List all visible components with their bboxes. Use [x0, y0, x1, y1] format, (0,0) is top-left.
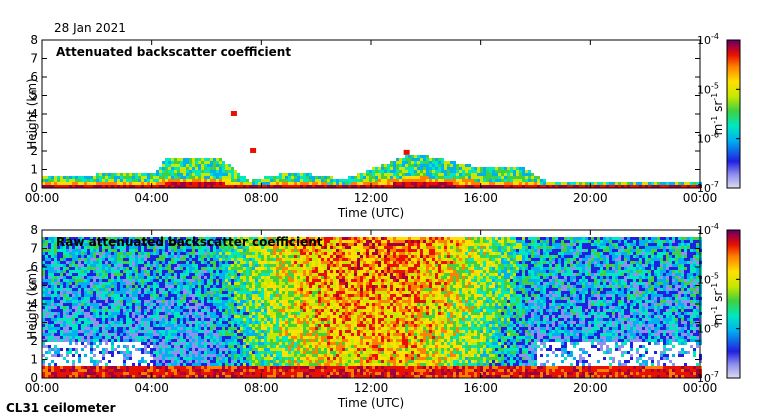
y-axis-label: Height (km)	[25, 78, 39, 149]
x-tick-label: 12:00	[354, 191, 389, 205]
date-label: 28 Jan 2021	[54, 21, 126, 35]
elevated-return	[403, 149, 410, 155]
colorbar-tick-label: 10-7	[697, 370, 719, 385]
y-tick-label: 8	[30, 33, 38, 47]
y-tick-label: 4	[30, 107, 38, 121]
x-axis-label: Time (UTC)	[337, 396, 404, 410]
y-tick-label: 7	[30, 242, 38, 256]
x-tick-label: 00:00	[25, 191, 60, 205]
y-tick-label: 4	[30, 297, 38, 311]
x-tick-label: 12:00	[354, 381, 389, 395]
y-tick-label: 2	[30, 144, 38, 158]
colorbar-gradient	[726, 229, 741, 379]
x-tick-label: 16:00	[463, 191, 498, 205]
colorbar: 10-4 10-5 10-6 10-7 m-1 sr-1	[697, 222, 741, 385]
panel-2: 0 1 2 3 4 5 6 7 8 00:00 04:00 08:00 12:00 16:00 20:00 0…	[25, 223, 718, 410]
y-tick-label: 5	[30, 279, 38, 293]
y-tick-label: 6	[30, 70, 38, 84]
instrument-label: CL31 ceilometer	[6, 401, 116, 415]
colorbar-gradient	[726, 39, 741, 189]
backscatter-field	[42, 111, 702, 188]
x-axis-label: Time (UTC)	[337, 206, 404, 220]
colorbar-unit: m-1 sr-1	[710, 93, 725, 136]
y-tick-label: 8	[30, 223, 38, 237]
colorbar-tick-label: 10-6	[697, 131, 719, 146]
x-tick-label: 20:00	[573, 381, 608, 395]
y-tick-label: 3	[30, 126, 38, 140]
colorbar-tick-label: 10-6	[697, 321, 719, 336]
backscatter-field	[42, 237, 702, 378]
panel-title: Raw attenuated backscatter coefficient	[56, 235, 323, 249]
colorbar-tick-label: 10-7	[697, 180, 719, 195]
x-tick-label: 08:00	[244, 381, 279, 395]
x-tick-label: 04:00	[134, 191, 169, 205]
x-tick-label: 00:00	[683, 191, 718, 205]
y-tick-label: 5	[30, 89, 38, 103]
y-tick-label: 2	[30, 334, 38, 348]
y-tick-label: 1	[30, 353, 38, 367]
y-tick-label: 0	[30, 181, 38, 195]
plot-area	[42, 40, 700, 188]
y-tick-label: 1	[30, 163, 38, 177]
colorbar: 10-4 10-5 10-6 10-7 m-1 sr-1	[697, 32, 741, 195]
elevated-return	[230, 111, 237, 116]
y-tick-label: 7	[30, 52, 38, 66]
x-tick-label: 08:00	[244, 191, 279, 205]
x-tick-label: 00:00	[683, 381, 718, 395]
colorbar-tick-label: 10-4	[697, 32, 719, 47]
colorbar-tick-label: 10-5	[697, 81, 719, 96]
x-tick-label: 04:00	[134, 381, 169, 395]
x-tick-label: 20:00	[573, 191, 608, 205]
colorbar-tick-label: 10-5	[697, 271, 719, 286]
colorbar-tick-label: 10-4	[697, 222, 719, 237]
elevated-return	[250, 148, 257, 153]
y-tick-label: 0	[30, 371, 38, 385]
y-tick-label: 6	[30, 260, 38, 274]
colorbar-unit: m-1 sr-1	[710, 283, 725, 326]
x-tick-label: 16:00	[463, 381, 498, 395]
x-tick-label: 00:00	[25, 381, 60, 395]
panel-title: Attenuated backscatter coefficient	[56, 45, 291, 59]
panel-1: 0 1 2 3 4 5 6 7 8 00:00 04:00 08:00 12:00 16:00 20:00 0…	[25, 33, 718, 220]
y-tick-label: 3	[30, 316, 38, 330]
y-axis-label: Height (km)	[25, 268, 39, 339]
